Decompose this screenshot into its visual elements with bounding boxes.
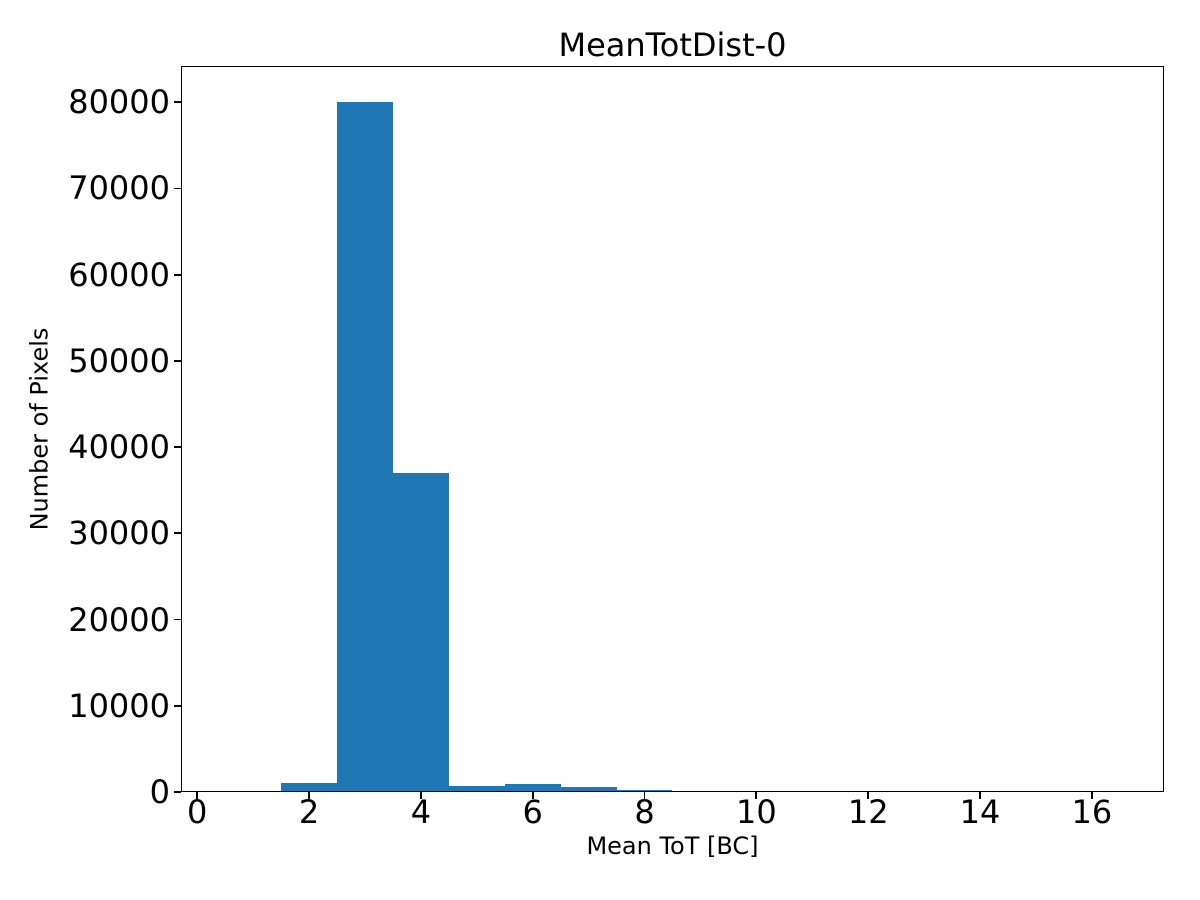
y-tick-label: 30000 xyxy=(68,514,170,553)
histogram-bar xyxy=(504,784,561,792)
x-tick-label: 2 xyxy=(298,793,320,831)
y-tick-mark xyxy=(174,187,181,190)
y-tick-mark xyxy=(174,618,181,621)
x-tick-mark xyxy=(643,792,646,799)
y-tick-mark xyxy=(174,791,181,793)
y-tick-mark xyxy=(174,532,181,535)
x-tick-mark xyxy=(531,792,534,799)
x-tick-label: 8 xyxy=(634,793,655,831)
y-tick-label: 40000 xyxy=(68,428,170,467)
x-tick-mark xyxy=(867,792,870,799)
y-tick-mark xyxy=(174,446,181,448)
y-tick-label: 50000 xyxy=(68,341,170,380)
histogram-bar xyxy=(560,787,617,792)
y-tick-mark xyxy=(174,359,181,362)
x-tick-label: 4 xyxy=(410,793,432,831)
y-tick-label: 70000 xyxy=(68,169,170,208)
histogram-bar xyxy=(281,783,337,792)
x-tick-mark xyxy=(196,792,199,799)
x-tick-label: 14 xyxy=(959,793,1001,831)
x-tick-label: 12 xyxy=(847,793,889,831)
x-axis-label: Mean ToT [BC] xyxy=(586,832,759,860)
x-tick-label: 16 xyxy=(1071,793,1113,831)
x-tick-label: 6 xyxy=(522,793,543,831)
y-tick-mark xyxy=(174,704,181,707)
histogram-bar xyxy=(448,785,505,792)
x-tick-mark xyxy=(1090,792,1093,799)
histogram-bar xyxy=(392,472,449,792)
histogram-bar xyxy=(337,102,393,792)
chart-title: MeanTotDist-0 xyxy=(558,26,787,64)
y-tick-label: 0 xyxy=(149,773,170,811)
x-tick-mark xyxy=(419,792,422,799)
plot-area xyxy=(181,66,1164,792)
y-tick-mark xyxy=(174,101,181,104)
x-tick-label: 10 xyxy=(736,793,777,831)
y-tick-label: 20000 xyxy=(68,600,170,639)
y-tick-label: 80000 xyxy=(68,83,170,122)
bars-layer xyxy=(181,66,1164,792)
y-tick-label: 10000 xyxy=(68,686,170,725)
x-tick-mark xyxy=(308,792,310,799)
y-tick-label: 60000 xyxy=(68,255,170,294)
y-tick-mark xyxy=(174,273,181,276)
histogram-bar xyxy=(616,789,673,792)
x-tick-mark xyxy=(979,792,981,799)
x-tick-label: 0 xyxy=(187,793,208,831)
x-tick-mark xyxy=(755,792,758,799)
